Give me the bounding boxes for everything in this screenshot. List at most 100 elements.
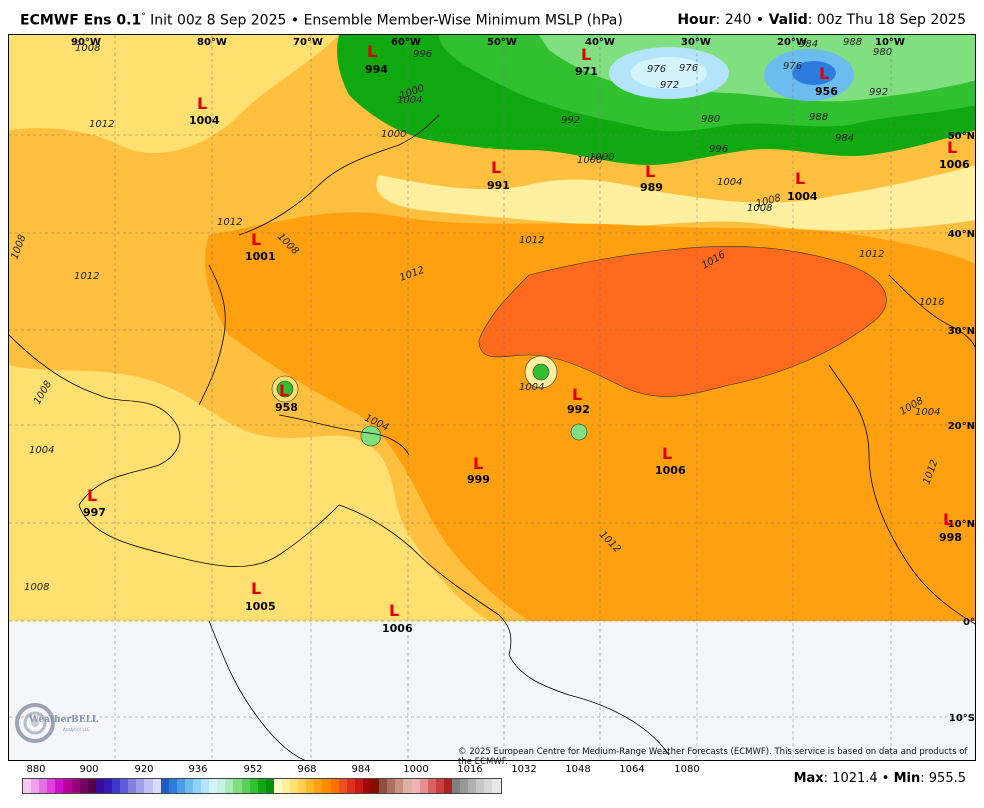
- colorbar-cell: [403, 779, 412, 793]
- colorbar-tick: 900: [79, 764, 99, 775]
- min-value: : 955.5: [920, 771, 966, 786]
- colorbar-cell: [39, 779, 48, 793]
- storm-core-992: [570, 423, 588, 441]
- contour-label: 1012: [217, 217, 242, 228]
- svg-text:994: 994: [365, 63, 388, 76]
- colorbar-cell: [322, 779, 331, 793]
- svg-text:971: 971: [575, 65, 598, 78]
- colorbar-tick: 1080: [674, 764, 700, 775]
- colorbar-cell: [71, 779, 80, 793]
- svg-text:L: L: [473, 454, 483, 473]
- contour-label: 1008: [24, 582, 49, 593]
- colorbar-cell: [144, 779, 153, 793]
- lon-label: 50°W: [487, 37, 517, 48]
- lat-label: 40°N: [948, 229, 975, 240]
- lon-label: 60°W: [391, 37, 421, 48]
- colorbar-cell: [290, 779, 299, 793]
- lon-label: 40°W: [585, 37, 615, 48]
- contour-label: 1004: [915, 407, 940, 418]
- colorbar-cell: [63, 779, 72, 793]
- header: ECMWF Ens 0.1° Init 00z 8 Sep 2025 • Ens…: [0, 0, 984, 34]
- colorbar-cell: [298, 779, 307, 793]
- svg-text:L: L: [819, 64, 829, 83]
- svg-text:1006: 1006: [655, 464, 686, 477]
- svg-text:1006: 1006: [382, 622, 413, 635]
- colorbar-tick: 920: [134, 764, 154, 775]
- colorbar-cell: [209, 779, 218, 793]
- colorbar-cell: [273, 779, 282, 793]
- colorbar-cell: [338, 779, 347, 793]
- hour-value: : 240 •: [715, 12, 769, 28]
- colorbar-cell: [160, 779, 169, 793]
- colorbar-cell: [427, 779, 436, 793]
- map-title: ECMWF Ens 0.1° Init 00z 8 Sep 2025 • Ens…: [20, 12, 623, 29]
- colorbar-cell: [257, 779, 266, 793]
- contour-label: 992: [869, 87, 888, 98]
- colorbar-tick: 936: [188, 764, 208, 775]
- pressure-field-1008-north: [9, 35, 339, 154]
- colorbar-cell: [233, 779, 242, 793]
- colorbar-cell: [225, 779, 234, 793]
- contour-label: 1012: [519, 235, 544, 246]
- colorbar-cell: [492, 779, 501, 793]
- contour-label: 1008: [75, 43, 100, 54]
- mslp-map: 90°W 80°W 70°W 60°W 50°W 40°W 30°W 20°W …: [8, 34, 976, 761]
- colorbar-cell: [314, 779, 323, 793]
- swirl-icon: [15, 703, 55, 743]
- colorbar-cell: [435, 779, 444, 793]
- min-label: Min: [893, 771, 921, 786]
- init-description: Init 00z 8 Sep 2025 • Ensemble Member-Wi…: [145, 12, 623, 29]
- storm-core-caribbean: [360, 425, 382, 447]
- logo-subtext: Analytics LLC: [63, 727, 90, 732]
- svg-text:L: L: [87, 486, 97, 505]
- logo-text: WeatherBELL: [29, 715, 99, 725]
- weatherbell-logo: WeatherBELL Analytics LLC: [13, 699, 103, 745]
- lat-lon-grid: [9, 35, 975, 760]
- colorbar-cell: [136, 779, 145, 793]
- contour-label: 1008: [747, 203, 772, 214]
- lat-label: 10°N: [948, 519, 975, 530]
- lon-label: 80°W: [197, 37, 227, 48]
- svg-text:999: 999: [467, 473, 490, 486]
- colorbar-tick: 1064: [619, 764, 645, 775]
- colorbar-cell: [152, 779, 161, 793]
- copyright-notice: © 2025 European Centre for Medium-Range …: [458, 747, 968, 767]
- contour-label: 1000: [589, 152, 614, 163]
- map-canvas: 90°W 80°W 70°W 60°W 50°W 40°W 30°W 20°W …: [9, 35, 975, 760]
- svg-text:L: L: [251, 579, 261, 598]
- contour-label: 1004: [29, 445, 54, 456]
- svg-text:1004: 1004: [787, 190, 818, 203]
- svg-text:1001: 1001: [245, 250, 276, 263]
- colorbar-cell: [484, 779, 493, 793]
- colorbar-cell: [217, 779, 226, 793]
- svg-text:L: L: [367, 42, 377, 61]
- svg-text:L: L: [279, 381, 289, 400]
- colorbar-cell: [395, 779, 404, 793]
- contour-label: 976: [679, 63, 698, 74]
- colorbar-cell: [265, 779, 274, 793]
- colorbar-cell: [168, 779, 177, 793]
- colorbar-cell: [346, 779, 355, 793]
- max-min-summary: Max: 1021.4 • Min: 955.5: [794, 771, 966, 786]
- colorbar-labels: 880 900 920 936 952 968 984 1000 1016 10…: [0, 764, 984, 778]
- contour-label: 976: [647, 64, 666, 75]
- colorbar-cell: [241, 779, 250, 793]
- colorbar-cell: [411, 779, 420, 793]
- max-label: Max: [793, 771, 824, 786]
- svg-text:998: 998: [939, 531, 962, 544]
- low-marker: L 956: [815, 64, 838, 98]
- colorbar-cell: [476, 779, 485, 793]
- coastlines: [9, 114, 975, 760]
- model-name: ECMWF Ens 0.1: [20, 12, 142, 29]
- lat-label: 30°N: [948, 326, 975, 337]
- contour-label: 988: [809, 112, 828, 123]
- contour-label: 1000: [381, 129, 406, 140]
- low-core-976: [631, 57, 707, 89]
- colorbar-cell: [379, 779, 388, 793]
- colorbar-cell: [176, 779, 185, 793]
- colorbar-cell: [192, 779, 202, 793]
